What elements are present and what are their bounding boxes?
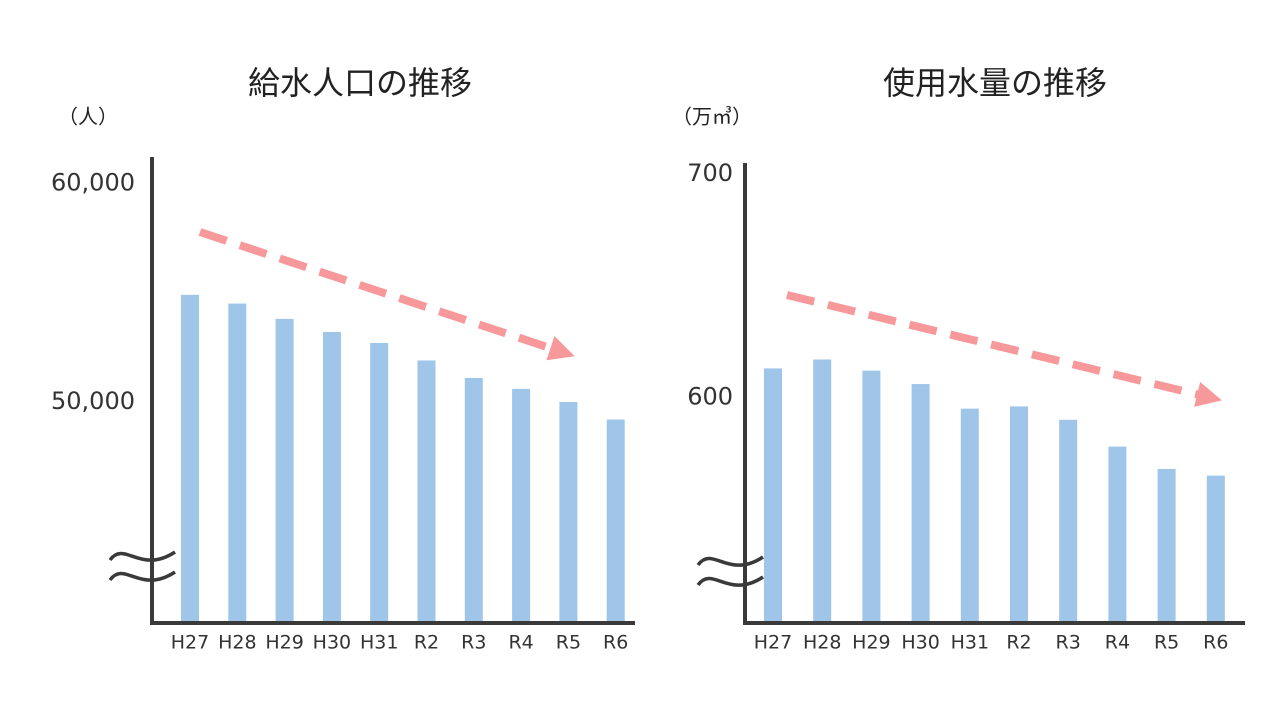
y-tick-label: 700 xyxy=(687,159,733,187)
x-tick-label: R3 xyxy=(461,632,486,654)
x-tick-label: H31 xyxy=(360,632,398,654)
bar xyxy=(181,294,199,623)
x-tick-label: R4 xyxy=(508,632,533,654)
axis-break xyxy=(696,555,764,587)
bar xyxy=(911,384,930,623)
x-tick-label: R3 xyxy=(1056,632,1081,654)
y-tick-label: 50,000 xyxy=(51,387,135,415)
bar xyxy=(606,419,625,623)
axis xyxy=(743,163,1245,625)
bar xyxy=(1206,475,1225,623)
axis xyxy=(150,157,635,625)
bar xyxy=(275,318,294,623)
y-tick-label: 60,000 xyxy=(51,168,135,196)
x-tick-label: H29 xyxy=(265,632,303,654)
bar xyxy=(559,402,578,623)
x-tick-label: H31 xyxy=(951,632,989,654)
x-tick-label: H27 xyxy=(754,632,792,654)
bar xyxy=(862,370,881,623)
axis-unit: （万㎥） xyxy=(672,105,752,129)
bar xyxy=(322,332,341,623)
x-tick-label: R6 xyxy=(603,632,628,654)
x-tick-label: R6 xyxy=(1203,632,1228,654)
x-tick-label: H30 xyxy=(901,632,939,654)
trend-arrow xyxy=(198,228,575,361)
x-tick-label: H28 xyxy=(218,632,256,654)
axis-break xyxy=(108,550,176,582)
x-tick-label: H30 xyxy=(313,632,351,654)
x-tick-label: R5 xyxy=(556,632,581,654)
bar xyxy=(1010,406,1028,623)
trend-arrow xyxy=(786,291,1222,407)
bar xyxy=(1108,446,1127,623)
bar xyxy=(370,342,389,623)
bar xyxy=(1059,419,1078,623)
bar xyxy=(512,388,531,623)
bar xyxy=(228,303,247,623)
x-tick-label: R4 xyxy=(1105,632,1130,654)
bar xyxy=(1157,468,1176,623)
chart-title: 使用水量の推移 xyxy=(883,64,1107,102)
x-tick-label: H29 xyxy=(852,632,890,654)
bar xyxy=(813,359,832,623)
x-tick-label: R2 xyxy=(414,632,439,654)
bar xyxy=(960,408,979,623)
x-tick-label: R2 xyxy=(1006,632,1031,654)
x-tick-label: H28 xyxy=(803,632,841,654)
x-tick-label: H27 xyxy=(171,632,209,654)
bar xyxy=(464,377,483,623)
x-tick-label: R5 xyxy=(1154,632,1179,654)
y-tick-label: 600 xyxy=(687,382,733,410)
bar xyxy=(764,368,782,623)
chart-title: 給水人口の推移 xyxy=(248,64,472,102)
bar xyxy=(417,360,436,623)
axis-unit: （人） xyxy=(58,105,118,129)
